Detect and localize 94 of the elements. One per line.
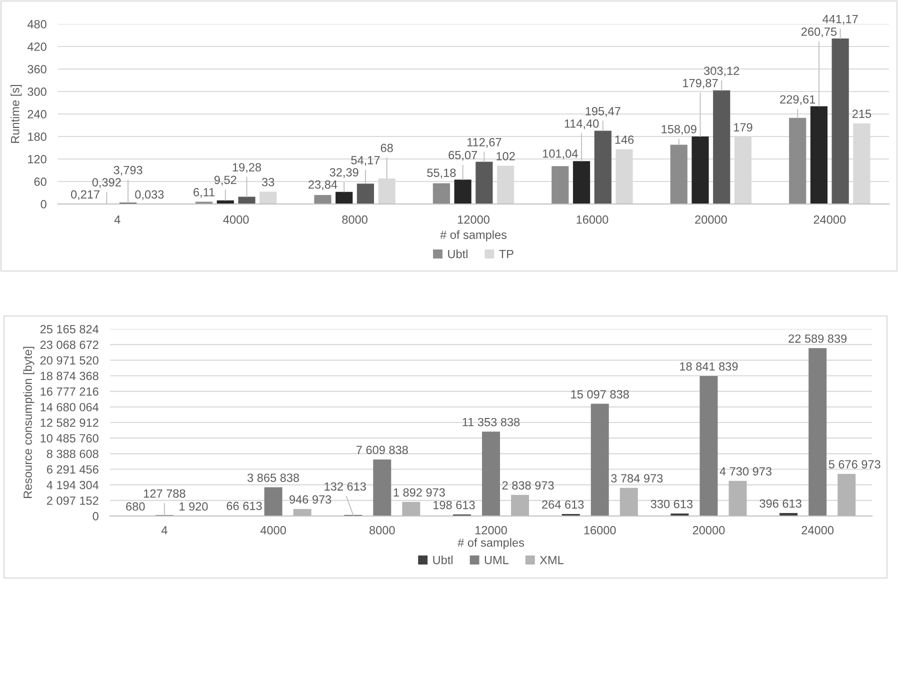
y-tick-label: 23 068 672	[40, 340, 98, 349]
data-label: 7 609 838	[356, 446, 408, 454]
y-axis-title: Runtime [s]	[10, 84, 22, 143]
y-tick-label: 420	[27, 42, 46, 51]
data-label: 15 097 838	[571, 390, 629, 398]
data-label: 23,84	[308, 180, 338, 190]
data-label: 127 788	[144, 489, 186, 498]
y-tick-label: 4 194 304	[46, 480, 99, 490]
x-tick-label: 4000	[223, 215, 249, 224]
y-tick-label: 20 971 520	[40, 356, 98, 365]
x-axis-title: # of samples	[458, 538, 524, 550]
y-tick-label: 120	[28, 155, 46, 164]
data-label: 1 920	[180, 502, 208, 511]
legend-label: Ubtl	[433, 556, 452, 564]
data-label: 330 613	[650, 500, 693, 508]
data-label: 215	[852, 110, 872, 118]
data-label: 9,52	[214, 176, 236, 186]
x-tick-label: 8000	[370, 526, 395, 534]
x-tick-label: 24000	[814, 215, 846, 224]
data-label: 198 613	[434, 500, 475, 510]
data-label: 65,07	[448, 150, 477, 161]
y-tick-label: 8 388 608	[46, 450, 98, 458]
x-tick-label: 8000	[342, 215, 368, 224]
data-label: 146	[615, 136, 634, 144]
data-label: 158,09	[662, 125, 696, 135]
data-label: 303,12	[704, 66, 740, 76]
data-label: 22 589 839	[788, 334, 847, 343]
data-label: 0,033	[135, 190, 164, 200]
y-tick-label: 12 582 912	[40, 418, 98, 427]
data-label: 179,87	[683, 78, 718, 89]
x-tick-label: 12000	[458, 215, 490, 224]
y-tick-label: 60	[34, 178, 46, 186]
data-label: 101,04	[543, 149, 578, 160]
x-tick-label: 4	[114, 216, 120, 224]
data-label: 32,39	[330, 168, 358, 178]
x-tick-label: 12000	[475, 526, 507, 534]
data-label: 946 973	[290, 495, 332, 504]
data-label: 396 613	[760, 499, 802, 508]
data-label: 66 613	[226, 502, 262, 510]
data-label: 11 353 838	[462, 418, 520, 426]
data-label: 18 841 839	[680, 362, 738, 371]
data-label: 3 865 838	[247, 474, 300, 482]
x-tick-label: 4000	[260, 526, 286, 534]
data-label: 229,61	[780, 95, 816, 105]
legend-label: XML	[540, 556, 564, 564]
data-label: 102	[496, 152, 515, 160]
y-tick-label: 18 874 368	[40, 372, 98, 380]
legend-label: Ubtl	[448, 250, 468, 258]
data-label: 6,11	[194, 188, 214, 198]
legend-label: UML	[484, 556, 509, 564]
data-label: 441,17	[822, 14, 858, 25]
y-tick-label: 180	[28, 132, 46, 141]
y-tick-label: 10 485 760	[40, 434, 98, 442]
y-tick-label: 240	[28, 110, 46, 118]
data-label: 0,217	[70, 190, 100, 200]
y-tick-label: 6 291 456	[46, 465, 98, 474]
data-label: 68	[380, 144, 393, 152]
data-label: 680	[126, 502, 145, 511]
data-label: 3 784 973	[611, 474, 663, 483]
data-label: 179	[734, 123, 752, 132]
data-label: 54,17	[351, 156, 380, 166]
data-label: 19,28	[232, 163, 262, 173]
data-label: 5 676 973	[828, 460, 880, 468]
y-tick-label: 25 165 824	[40, 325, 99, 334]
data-label: 0,392	[92, 178, 121, 188]
data-label: 33	[262, 178, 274, 186]
y-tick-label: 14 680 064	[40, 402, 99, 412]
data-label: 4 730 973	[720, 467, 772, 476]
data-label: 114,40	[564, 119, 599, 130]
x-tick-label: 16000	[576, 215, 608, 224]
y-tick-label: 360	[28, 65, 46, 74]
legend-label: TP	[499, 250, 514, 258]
data-label: 112,67	[467, 138, 502, 148]
data-label: 1 892 973	[394, 488, 445, 497]
data-label: 260,75	[802, 28, 837, 38]
x-axis-title: # of samples	[440, 230, 507, 242]
data-label: 195,47	[586, 107, 620, 117]
y-tick-label: 480	[27, 20, 46, 28]
y-tick-label: 0	[40, 200, 46, 208]
data-label: 2 838 973	[502, 481, 554, 490]
x-tick-label: 16000	[584, 526, 616, 534]
x-tick-label: 4	[161, 526, 168, 534]
data-label: 55,18	[427, 168, 456, 178]
x-tick-label: 20000	[692, 526, 725, 534]
data-label: 132 613	[324, 482, 366, 491]
y-tick-label: 0	[92, 512, 98, 520]
y-tick-label: 16 777 216	[40, 387, 98, 396]
y-tick-label: 2 097 152	[46, 496, 98, 505]
y-axis-title: Resource consumption [byte]	[23, 346, 34, 498]
x-tick-label: 24000	[802, 526, 834, 534]
data-label: 264 613	[542, 500, 584, 509]
y-tick-label: 300	[28, 88, 46, 96]
x-tick-label: 20000	[695, 215, 727, 224]
data-label: 3,793	[114, 166, 142, 176]
